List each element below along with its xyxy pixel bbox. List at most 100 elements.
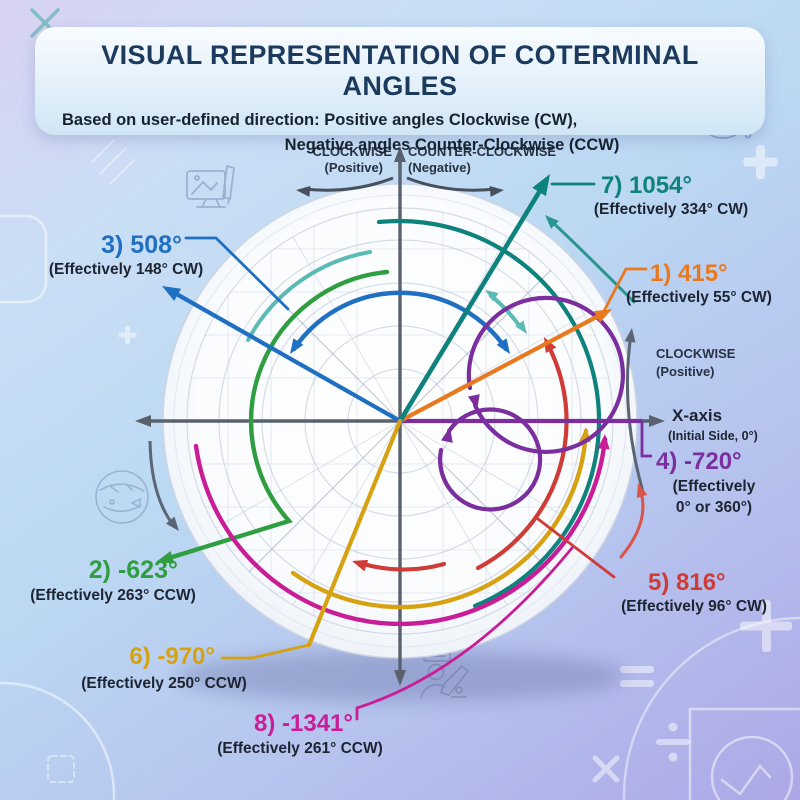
angle5-curved-arrowhead — [636, 483, 648, 498]
y-axis-down-arrowhead — [394, 670, 406, 686]
green-arc — [163, 269, 390, 562]
terminal-rays — [162, 174, 612, 648]
counterclockwise-top-sublabel: (Negative) — [408, 160, 471, 175]
circle-outline — [622, 616, 800, 800]
multiply-icon — [592, 755, 620, 783]
top-direction-arrows — [296, 176, 504, 197]
axis-labels: X-axis (Initial Side, 0°) — [668, 406, 758, 443]
angle1-leader — [602, 267, 648, 313]
clockwise-right-label: CLOCKWISE — [656, 346, 736, 361]
angle8-rotation-arc — [193, 434, 610, 627]
x-axis-right-arrowhead — [649, 415, 665, 427]
header-card: VISUAL REPRESENTATION OF COTERMINAL ANGL… — [35, 27, 765, 154]
purple-spiral-inner — [438, 407, 543, 512]
angle8-effective: (Effectively 261° CCW) — [217, 740, 383, 757]
angle2-effective: (Effectively 263° CCW) — [30, 587, 196, 604]
teal-double-arrowhead-cw — [515, 320, 527, 334]
angle8-leader — [355, 546, 574, 721]
counterclockwise-top-label: COUNTER-CLOCKWISE — [408, 144, 556, 159]
plus-icon — [743, 145, 778, 179]
plus-icon — [118, 326, 137, 344]
magenta-arc — [193, 436, 608, 627]
yellow-arc — [290, 428, 589, 610]
direction-labels: CLOCKWISE (Positive) COUNTER-CLOCKWISE (… — [313, 144, 736, 379]
angle5-effective: (Effectively 96° CW) — [621, 598, 767, 615]
counterclockwise-top-arrow — [406, 176, 497, 192]
purple-spiral-outer-arrowhead — [468, 394, 480, 410]
angle7-ray — [397, 186, 544, 424]
red-arc-outer — [475, 340, 569, 571]
angle7-rotation-arc — [376, 218, 602, 609]
counterclockwise-top-arrowhead — [489, 185, 504, 197]
angle4-effective-line1: (Effectively — [673, 478, 756, 495]
red-bottom-arrowhead — [352, 559, 369, 572]
angle2-label: 2) -623° — [89, 556, 178, 584]
angle3-leader — [184, 236, 290, 311]
angle7-effective: (Effectively 334° CW) — [594, 201, 748, 218]
left-down-arrowhead — [165, 516, 179, 531]
clock-chart-icon — [688, 707, 800, 800]
right-clockwise-arrow — [625, 333, 645, 493]
angle-labels: 7) 1054° (Effectively 334° CW) 1) 415° (… — [30, 172, 772, 757]
angle5-label: 5) 816° — [648, 569, 726, 596]
purple-spiral-inner-arrowhead — [441, 427, 453, 443]
red-arc-bottom — [357, 560, 447, 572]
angle4-effective-line2: 0° or 360°) — [676, 499, 752, 516]
clockwise-top-arrow — [303, 176, 394, 192]
angle4-leader — [640, 421, 652, 458]
x-axis-left-arrowhead — [135, 415, 151, 427]
diagonal-hatch — [91, 139, 135, 185]
clockwise-top-label: CLOCKWISE — [313, 144, 393, 159]
subtitle-line2: Negative angles Counter-Clockwise (CCW) — [284, 135, 620, 154]
teal-double-arrowhead-ccw — [485, 290, 499, 302]
angle6-effective: (Effectively 250° CCW) — [81, 675, 247, 692]
blue-arc — [291, 290, 509, 352]
subtitle: Based on user-defined direction: Positiv… — [35, 108, 765, 158]
angle3-label: 3) 508° — [101, 231, 182, 259]
right-clockwise-arrowhead — [624, 328, 636, 343]
angle8-label: 8) -1341° — [254, 710, 353, 737]
angle7-curved-arrowhead — [545, 215, 559, 229]
angle3-ray — [170, 289, 403, 424]
clockwise-right-sublabel: (Positive) — [656, 364, 715, 379]
angle7-ray-arrowhead — [532, 174, 550, 197]
angle1-label: 1) 415° — [650, 260, 728, 287]
background-decorations — [0, 8, 800, 800]
page-title: VISUAL REPRESENTATION OF COTERMINAL ANGL… — [101, 40, 699, 101]
angle6-label: 6) -970° — [129, 643, 215, 670]
angle4-terminal-side — [400, 418, 652, 458]
clockwise-top-sublabel: (Positive) — [324, 160, 383, 175]
leader-lines — [184, 182, 648, 721]
angle4-label: 4) -720° — [656, 448, 742, 475]
dashed-square-outline — [47, 755, 75, 783]
blue-arc-arrowhead-right — [496, 338, 510, 354]
angle6-ray — [306, 418, 403, 648]
magenta-arc-arrowhead — [597, 434, 610, 450]
design-tool-icon — [186, 165, 235, 208]
x-axis-sublabel: (Initial Side, 0°) — [668, 429, 758, 443]
plus-icon — [740, 600, 792, 652]
angle6-leader — [220, 643, 311, 660]
y-axis-up-arrowhead — [394, 146, 406, 162]
clockwise-top-arrowhead — [296, 185, 311, 197]
angle4-rotation-spirals — [438, 295, 625, 512]
rounded-square-outline — [0, 214, 48, 304]
subtitle-line1: Based on user-defined direction: Positiv… — [62, 111, 578, 129]
angle7-label: 7) 1054° — [601, 172, 692, 199]
purple-spiral-outer — [466, 295, 625, 454]
angle7-inner-arc — [246, 250, 372, 342]
angle2-rotation-arc — [156, 269, 390, 564]
divide-icon — [656, 722, 690, 762]
circle-outline — [0, 681, 116, 800]
angle1-effective: (Effectively 55° CW) — [626, 289, 772, 306]
x-axis-label: X-axis — [672, 406, 722, 425]
left-down-arrow — [148, 440, 176, 527]
angle1-ray-arrowhead — [593, 309, 612, 323]
angle1-ray — [397, 311, 605, 424]
globe-icon — [95, 470, 149, 524]
angle3-ray-arrowhead — [162, 286, 182, 301]
angle5-leader — [536, 517, 616, 579]
angle3-effective: (Effectively 148° CW) — [49, 261, 203, 278]
